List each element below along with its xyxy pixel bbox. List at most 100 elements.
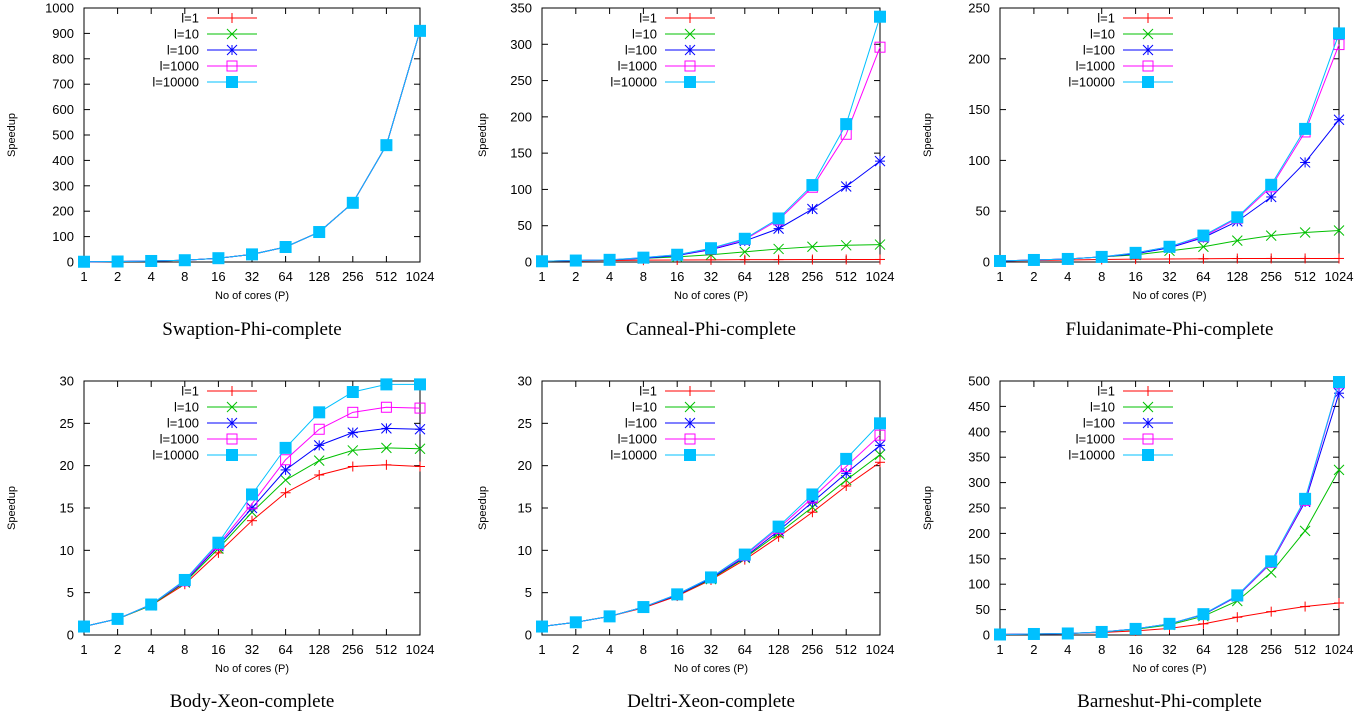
data-point [840, 452, 853, 465]
x-tick-label: 512 [376, 642, 398, 657]
legend-marker [226, 449, 238, 461]
legend-marker-d2 [1142, 44, 1154, 56]
x-tick-label: 16 [1128, 642, 1142, 657]
chart-caption: Swaption-Phi-complete [162, 319, 341, 340]
x-tick-label: 32 [704, 642, 718, 657]
data-point [1265, 555, 1278, 568]
y-tick-label: 150 [968, 551, 990, 566]
x-tick-label: 1024 [866, 269, 895, 284]
data-point [1061, 627, 1074, 640]
y-tick-label: 10 [60, 543, 74, 558]
chart-panel-canneal: 0 50 100 150 200 250 300 350 1 2 4 8 16 32 64 128 256 512… [460, 0, 900, 345]
x-tick-label: 2 [1030, 269, 1037, 284]
x-tick-label: 16 [211, 642, 225, 657]
y-tick-label: 200 [510, 109, 532, 124]
x-tick-label: 32 [245, 269, 259, 284]
x-tick-label: 16 [670, 642, 684, 657]
x-tick-label: 1024 [406, 269, 435, 284]
y-tick-label: 0 [67, 628, 74, 643]
series-line [999, 381, 1340, 635]
x-tick-label: 8 [181, 269, 188, 284]
legend-label: l=1 [1097, 11, 1115, 26]
legend-label: l=1 [639, 11, 657, 26]
x-tick-label: 4 [1064, 642, 1071, 657]
data-point [1027, 627, 1040, 640]
data-point-d2 [414, 423, 426, 435]
x-axis-label: No of cores (P) [674, 290, 748, 302]
legend-label: l=10 [632, 27, 657, 42]
plot-frame [999, 7, 1340, 263]
data-point-d2 [1265, 230, 1277, 241]
x-tick-label: 1 [996, 642, 1003, 657]
series-line [83, 447, 421, 628]
data-point [1197, 229, 1210, 242]
y-tick-label: 100 [510, 182, 532, 197]
data-point [1163, 240, 1176, 253]
x-tick-label: 256 [1260, 642, 1282, 657]
data-point [536, 620, 548, 633]
legend-marker [1142, 449, 1154, 461]
legend-marker-d2 [1142, 417, 1154, 429]
data-point [772, 520, 785, 533]
plot-frame [83, 7, 421, 263]
y-tick-label: 50 [976, 204, 990, 219]
data-point [178, 573, 191, 586]
x-tick-label: 32 [704, 269, 718, 284]
x-axis-label: No of cores (P) [1133, 663, 1207, 675]
series-l=10000 [536, 417, 886, 633]
data-point-d2 [1333, 387, 1345, 399]
series-l=1 [537, 457, 885, 632]
data-point-d2 [1198, 241, 1209, 253]
x-tick-label: 512 [1294, 642, 1316, 657]
series-l=100 [536, 439, 886, 632]
data-point-d2 [280, 464, 291, 476]
x-tick-label: 128 [308, 269, 330, 284]
x-tick-label: 1 [996, 269, 1003, 284]
y-tick-label: 30 [60, 374, 74, 389]
x-tick-label: 2 [114, 642, 121, 657]
y-tick-label: 25 [60, 416, 74, 431]
y-tick-label: 350 [968, 450, 990, 465]
data-point [637, 601, 650, 614]
data-point [671, 588, 684, 601]
chart-fluidanimate: 0 50 100 150 200 250 1 2 4 8 16 32 64 128 256 512 1024 No… [922, 1, 1353, 341]
data-point-d2 [807, 241, 818, 253]
legend-label: l=100 [625, 416, 657, 431]
y-tick-label: 900 [52, 26, 74, 41]
x-tick-label: 64 [738, 642, 752, 657]
y-tick-label: 15 [518, 501, 532, 516]
series-l=10000 [994, 376, 1345, 641]
y-tick-label: 5 [525, 585, 532, 600]
x-tick-label: 4 [148, 642, 155, 657]
x-tick-label: 8 [640, 269, 647, 284]
x-tick-label: 2 [1030, 642, 1037, 657]
data-point [738, 548, 751, 561]
y-tick-label: 200 [968, 526, 990, 541]
x-tick-label: 16 [670, 269, 684, 284]
y-tick-label: 0 [983, 628, 990, 643]
x-tick-label: 4 [606, 269, 613, 284]
y-tick-label: 20 [60, 458, 74, 473]
data-point-d2 [347, 427, 359, 439]
data-point [380, 401, 392, 413]
data-point [313, 406, 326, 419]
series-line [999, 119, 1340, 262]
y-axis-label: Speedup [477, 486, 489, 530]
x-tick-label: 256 [802, 642, 824, 657]
x-tick-label: 64 [1196, 269, 1210, 284]
x-tick-label: 512 [835, 642, 857, 657]
data-point [414, 24, 426, 37]
data-point [1129, 246, 1142, 259]
x-axis-label: No of cores (P) [1133, 290, 1207, 302]
data-point-d2 [1333, 114, 1345, 126]
data-point-d2 [381, 442, 392, 454]
y-tick-label: 1000 [45, 1, 74, 16]
plot-frame [999, 380, 1340, 636]
legend-label: l=1000 [1076, 59, 1115, 74]
data-point-d2 [874, 239, 886, 250]
data-point [874, 429, 886, 441]
x-tick-label: 256 [342, 269, 364, 284]
data-point [346, 196, 359, 209]
y-tick-label: 300 [510, 37, 532, 52]
x-tick-label: 1024 [406, 642, 435, 657]
